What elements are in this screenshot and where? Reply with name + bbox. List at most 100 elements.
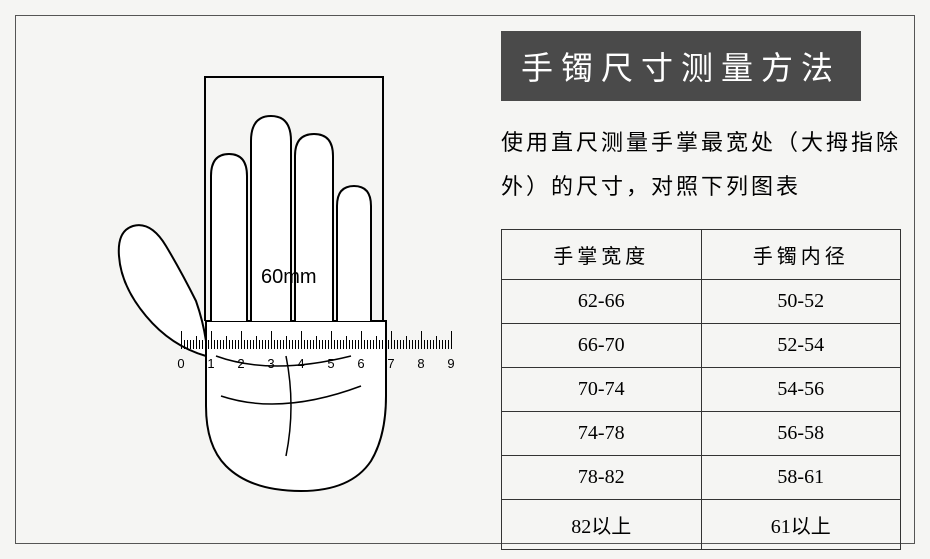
ruler-major-tick (211, 331, 212, 349)
ruler-minor-tick (304, 340, 305, 349)
ruler-minor-tick (259, 340, 260, 349)
ruler-minor-tick (385, 340, 386, 349)
ruler-minor-tick (310, 340, 311, 349)
ruler-minor-tick (313, 340, 314, 349)
ruler-minor-tick (394, 340, 395, 349)
ruler-minor-tick (424, 340, 425, 349)
ruler-minor-tick (223, 340, 224, 349)
ruler-minor-tick (340, 340, 341, 349)
ruler-minor-tick (388, 340, 389, 349)
ruler-minor-tick (193, 340, 194, 349)
table-row: 70-7454-56 (502, 368, 901, 412)
ruler-minor-tick (346, 336, 347, 349)
table-row: 74-7856-58 (502, 412, 901, 456)
ruler-major-tick (361, 331, 362, 349)
ruler-minor-tick (265, 340, 266, 349)
ruler-minor-tick (370, 340, 371, 349)
table-cell: 78-82 (502, 456, 702, 500)
ruler-major-tick (181, 331, 182, 349)
ruler-label: 3 (267, 356, 274, 371)
ruler-label: 6 (357, 356, 364, 371)
table-cell: 82以上 (502, 500, 702, 550)
ruler-minor-tick (253, 340, 254, 349)
ruler-minor-tick (358, 340, 359, 349)
ruler-minor-tick (355, 340, 356, 349)
ruler-minor-tick (316, 336, 317, 349)
ruler-minor-tick (205, 340, 206, 349)
ruler-minor-tick (277, 340, 278, 349)
ruler-minor-tick (319, 340, 320, 349)
ruler-minor-tick (403, 340, 404, 349)
table-row: 82以上61以上 (502, 500, 901, 550)
table-cell: 61以上 (701, 500, 901, 550)
ruler-label: 2 (237, 356, 244, 371)
ruler-label: 1 (207, 356, 214, 371)
title-heading: 手镯尺寸测量方法 (501, 31, 861, 101)
ruler-label: 8 (417, 356, 424, 371)
ruler-minor-tick (418, 340, 419, 349)
ruler-label: 5 (327, 356, 334, 371)
outer-frame: 60mm 0 1 2 3 4 5 6 7 8 9 手镯尺寸测量方法 使用直尺测量手掌最宽处（大拇指… (15, 15, 915, 544)
ruler-minor-tick (187, 340, 188, 349)
table-cell: 74-78 (502, 412, 702, 456)
ruler-minor-tick (400, 340, 401, 349)
ruler-minor-tick (442, 340, 443, 349)
ruler-minor-tick (217, 340, 218, 349)
ruler-minor-tick (199, 340, 200, 349)
ruler-minor-tick (262, 340, 263, 349)
ruler-label: 0 (177, 356, 184, 371)
ruler-minor-tick (427, 340, 428, 349)
table-cell: 66-70 (502, 324, 702, 368)
table-cell: 56-58 (701, 412, 901, 456)
ruler-minor-tick (289, 340, 290, 349)
diagram-panel: 60mm 0 1 2 3 4 5 6 7 8 9 (41, 31, 481, 528)
table-row: 62-6650-52 (502, 280, 901, 324)
ruler-major-tick (421, 331, 422, 349)
ruler-minor-tick (439, 340, 440, 349)
ruler-minor-tick (436, 336, 437, 349)
ruler-minor-tick (196, 336, 197, 349)
ruler-minor-tick (406, 336, 407, 349)
ruler-minor-tick (214, 340, 215, 349)
ruler-minor-tick (283, 340, 284, 349)
ruler-minor-tick (382, 340, 383, 349)
ruler-minor-tick (286, 336, 287, 349)
ruler-minor-tick (229, 340, 230, 349)
ruler-minor-tick (184, 340, 185, 349)
table-row: 78-8258-61 (502, 456, 901, 500)
ruler-minor-tick (334, 340, 335, 349)
ruler-minor-tick (343, 340, 344, 349)
ruler-minor-tick (325, 340, 326, 349)
ruler-minor-tick (292, 340, 293, 349)
ruler-label: 9 (447, 356, 454, 371)
ruler-minor-tick (244, 340, 245, 349)
ruler-minor-tick (430, 340, 431, 349)
ruler-minor-tick (238, 340, 239, 349)
ruler-label: 7 (387, 356, 394, 371)
table-cell: 52-54 (701, 324, 901, 368)
ruler-minor-tick (367, 340, 368, 349)
ruler: 0123456789 (181, 321, 481, 371)
ruler-label: 4 (297, 356, 304, 371)
ruler-minor-tick (250, 340, 251, 349)
ruler-minor-tick (280, 340, 281, 349)
ruler-minor-tick (397, 340, 398, 349)
ruler-minor-tick (445, 340, 446, 349)
ruler-minor-tick (232, 340, 233, 349)
ruler-major-tick (271, 331, 272, 349)
measurement-value: 60mm (261, 266, 317, 289)
ruler-minor-tick (202, 340, 203, 349)
table-header-cell: 手掌宽度 (502, 230, 702, 280)
size-table: 手掌宽度手镯内径62-6650-5266-7052-5470-7454-5674… (501, 229, 901, 550)
info-panel: 手镯尺寸测量方法 使用直尺测量手掌最宽处（大拇指除外）的尺寸，对照下列图表 手掌… (481, 31, 901, 528)
ruler-minor-tick (433, 340, 434, 349)
ruler-minor-tick (247, 340, 248, 349)
ruler-minor-tick (415, 340, 416, 349)
ruler-minor-tick (220, 340, 221, 349)
ruler-minor-tick (364, 340, 365, 349)
ruler-minor-tick (235, 340, 236, 349)
ruler-minor-tick (190, 340, 191, 349)
table-cell: 58-61 (701, 456, 901, 500)
ruler-major-tick (331, 331, 332, 349)
ruler-major-tick (451, 331, 452, 349)
